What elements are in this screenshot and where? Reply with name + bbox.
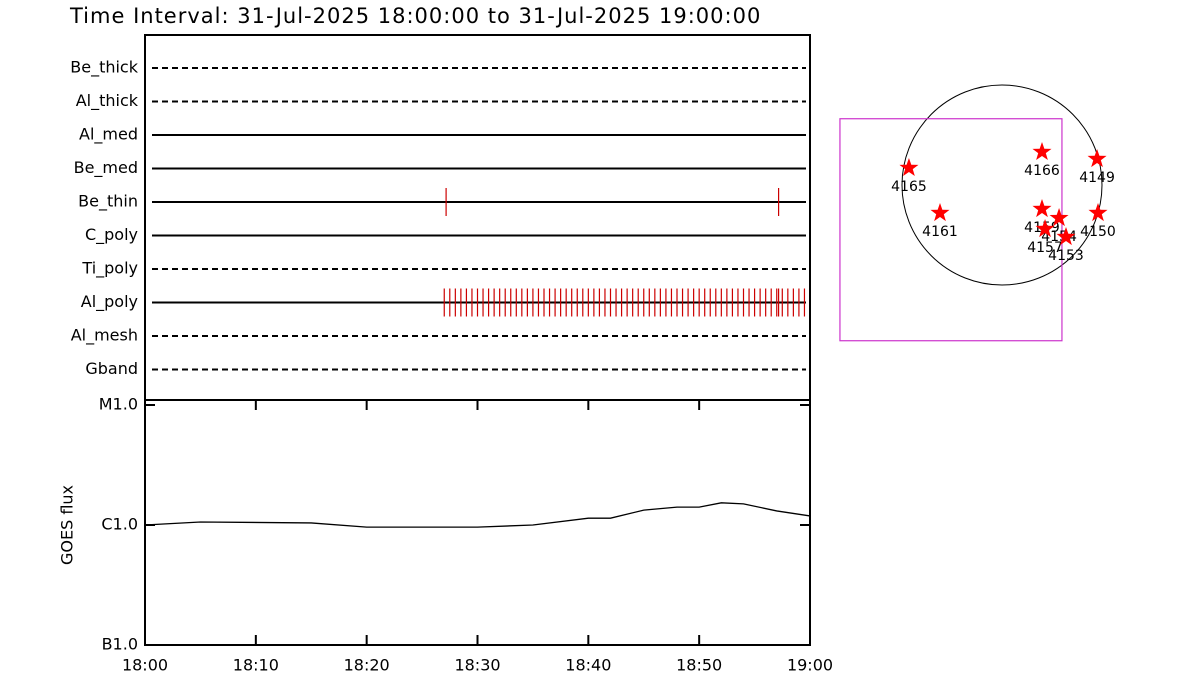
field-of-view xyxy=(839,118,1063,342)
active-region xyxy=(1088,203,1108,222)
y-tick-label: B1.0 xyxy=(102,635,138,654)
active-region xyxy=(899,157,919,177)
filter-label: Al_poly xyxy=(81,292,138,312)
x-tick-label: 18:40 xyxy=(565,656,611,675)
region-label: 4166 xyxy=(1024,163,1060,179)
active-region xyxy=(1049,208,1069,227)
y-tick-label: C1.0 xyxy=(101,515,138,534)
solar-limb xyxy=(901,84,1103,286)
region-label: 4165 xyxy=(891,179,927,195)
region-label: 4157 xyxy=(1027,240,1063,256)
active-region xyxy=(1056,227,1076,246)
title: Time Interval: 31-Jul-2025 18:00:00 to 3… xyxy=(69,4,761,28)
active-region xyxy=(930,203,950,222)
goes-curve xyxy=(144,502,811,528)
active-region xyxy=(1032,141,1052,161)
x-tick-label: 18:30 xyxy=(454,656,500,675)
filter-label: Ti_poly xyxy=(81,259,138,279)
region-label: 4150 xyxy=(1080,224,1116,240)
filter-panel xyxy=(144,34,811,401)
x-tick-label: 18:10 xyxy=(233,656,279,675)
filter-label: Be_med xyxy=(74,158,138,178)
active-region xyxy=(1035,219,1055,238)
filter-label: C_poly xyxy=(85,225,138,245)
filter-label: Al_mesh xyxy=(71,326,138,346)
region-label: 4149 xyxy=(1079,170,1115,186)
region-label: 4153 xyxy=(1048,248,1084,264)
y-axis-label: GOES flux xyxy=(58,485,77,565)
filter-label: Gband xyxy=(85,359,138,378)
filter-label: Al_med xyxy=(79,125,138,145)
x-tick-label: 18:50 xyxy=(676,656,722,675)
x-tick-label: 18:00 xyxy=(122,656,168,675)
filter-label: Be_thick xyxy=(70,58,138,78)
active-region xyxy=(1087,149,1107,168)
x-tick-label: 19:00 xyxy=(787,656,833,675)
y-tick-label: M1.0 xyxy=(99,395,138,414)
active-region xyxy=(1032,199,1052,218)
filter-label: Al_thick xyxy=(76,91,139,111)
x-tick-label: 18:20 xyxy=(344,656,390,675)
filter-label: Be_thin xyxy=(78,192,138,212)
region-label: 4161 xyxy=(922,224,958,240)
